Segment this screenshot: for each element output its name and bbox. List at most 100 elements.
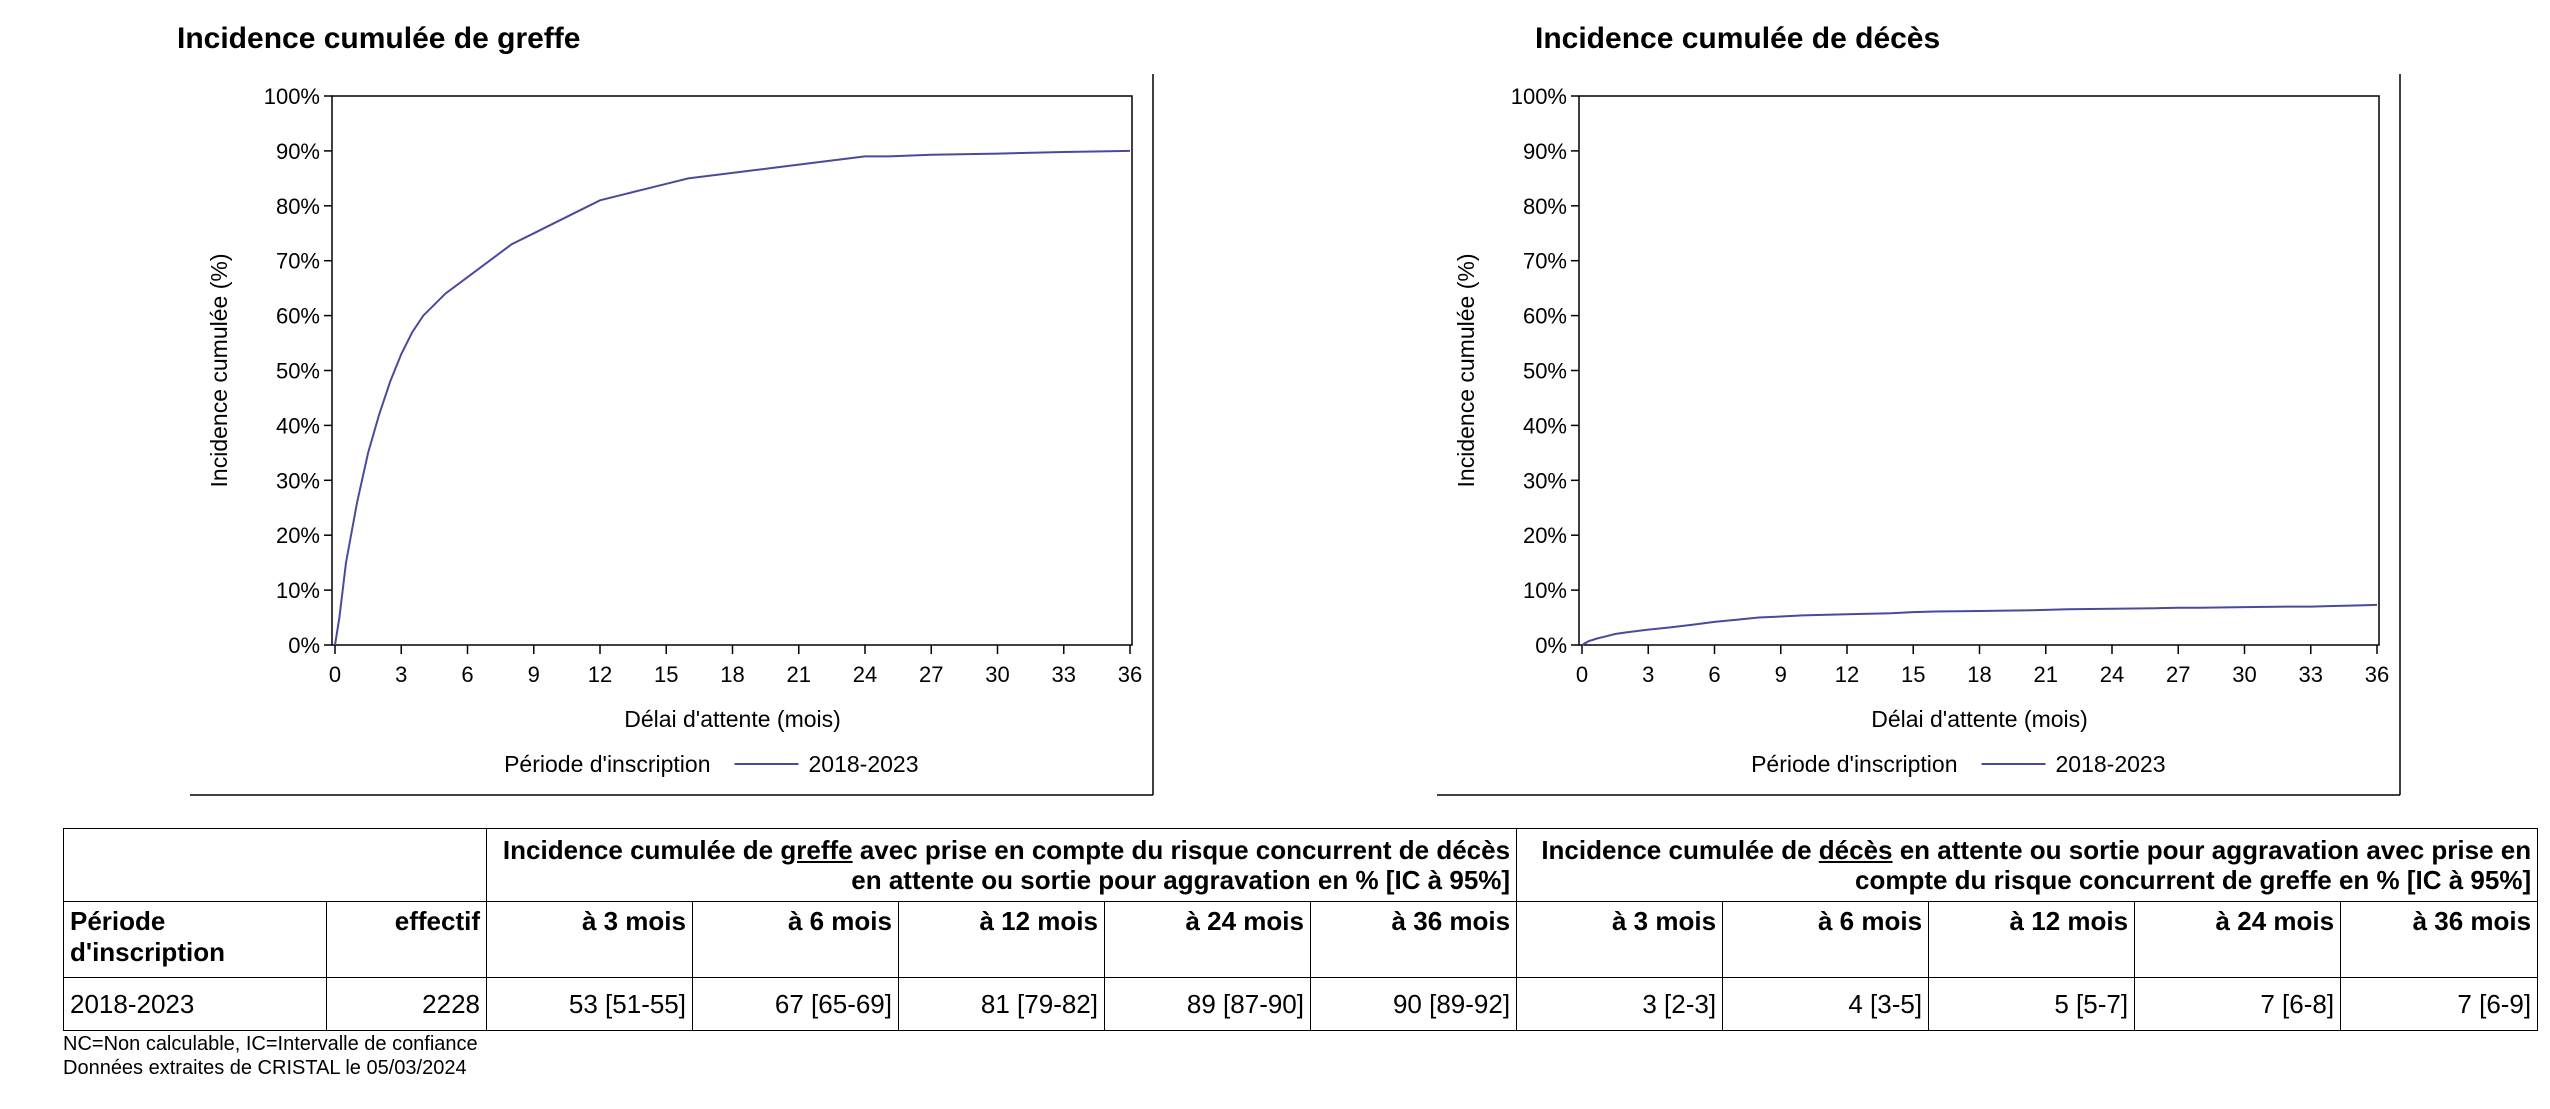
column-header-deces-36: à 36 mois: [2340, 901, 2539, 978]
x-tick-label: 15: [1901, 662, 1925, 687]
table-column-header-row: Période d'inscription effectif à 3 mois …: [63, 901, 2539, 978]
y-tick-label: 70%: [276, 249, 320, 274]
y-tick-label: 80%: [1523, 194, 1567, 219]
column-header-effectif: effectif: [326, 901, 487, 978]
cell-greffe-12: 81 [79-82]: [898, 977, 1105, 1031]
column-header-greffe-12: à 12 mois: [898, 901, 1105, 978]
y-tick-label: 10%: [1523, 578, 1567, 603]
group-header-greffe: Incidence cumulée de greffe avec prise e…: [485, 828, 1518, 902]
y-tick-label: 90%: [276, 139, 320, 164]
results-table: Incidence cumulée de greffe avec prise e…: [63, 828, 2539, 1031]
y-axis-label: Incidence cumulée (%): [1453, 254, 1479, 488]
group-greffe-line2: en attente ou sortie pour aggravation en…: [851, 865, 1511, 895]
cell-greffe-24: 89 [87-90]: [1104, 977, 1311, 1031]
cell-deces-24: 7 [6-8]: [2134, 977, 2342, 1031]
footnote-source: Données extraites de CRISTAL le 05/03/20…: [63, 1057, 467, 1079]
x-tick-label: 0: [1576, 662, 1588, 687]
table-row: 2018-2023 2228 53 [51-55] 67 [65-69] 81 …: [63, 977, 2539, 1031]
y-tick-label: 90%: [1523, 139, 1567, 164]
x-tick-label: 9: [528, 662, 540, 687]
y-tick-label: 20%: [1523, 523, 1567, 548]
chart-greffe: 0%10%20%30%40%50%60%70%80%90%100%0 3 6 9 12 1…: [190, 74, 1154, 796]
x-tick-label: 21: [787, 662, 811, 687]
x-tick-label: 3: [1642, 662, 1654, 687]
x-tick-label: 18: [1967, 662, 1991, 687]
x-tick-label: 6: [1708, 662, 1720, 687]
x-tick-label: 3: [395, 662, 407, 687]
column-header-greffe-36: à 36 mois: [1309, 901, 1518, 978]
cell-greffe-6: 67 [65-69]: [692, 977, 899, 1031]
y-tick-label: 100%: [264, 84, 320, 109]
y-tick-label: 40%: [276, 413, 320, 438]
column-header-deces-12: à 12 mois: [1928, 901, 2136, 978]
table-group-header-row: Incidence cumulée de greffe avec prise e…: [63, 828, 2539, 902]
x-tick-label: 24: [2100, 662, 2124, 687]
x-tick-label: 9: [1775, 662, 1787, 687]
legend-entry: 2018-2023: [2056, 751, 2166, 777]
y-tick-label: 0%: [1535, 633, 1567, 658]
cell-greffe-3: 53 [51-55]: [486, 977, 693, 1031]
column-header-greffe-3: à 3 mois: [486, 901, 693, 978]
footnote-abbreviations: NC=Non calculable, IC=Intervalle de conf…: [63, 1033, 478, 1055]
x-axis-label: Délai d'attente (mois): [624, 706, 841, 732]
series-line-2018-2023: [1581, 603, 2378, 646]
x-tick-label: 30: [985, 662, 1009, 687]
y-tick-label: 30%: [1523, 468, 1567, 493]
y-tick-label: 20%: [276, 523, 320, 548]
y-tick-label: 30%: [276, 468, 320, 493]
group-greffe-suffix: avec prise en compte du risque concurren…: [852, 835, 1511, 865]
legend-title: Période d'inscription: [1751, 751, 1957, 777]
cell-effectif: 2228: [326, 977, 487, 1031]
x-tick-label: 27: [2166, 662, 2190, 687]
x-axis-label: Délai d'attente (mois): [1871, 706, 2088, 732]
x-tick-label: 0: [329, 662, 341, 687]
chart-title-deces: Incidence cumulée de décès: [1535, 22, 1941, 55]
y-tick-label: 70%: [1523, 249, 1567, 274]
y-tick-label: 10%: [276, 578, 320, 603]
x-tick-label: 12: [1835, 662, 1859, 687]
column-header-deces-3: à 3 mois: [1516, 901, 1724, 978]
x-tick-label: 6: [461, 662, 473, 687]
chart-deces: 0%10%20%30%40%50%60%70%80%90%100%0 3 6 9 12 1…: [1437, 74, 2401, 796]
cell-deces-3: 3 [2-3]: [1516, 977, 1724, 1031]
group-deces-emph: décès: [1818, 835, 1893, 865]
y-axis-label: Incidence cumulée (%): [206, 254, 232, 488]
group-header-deces: Incidence cumulée de décès en attente ou…: [1516, 828, 2539, 902]
cell-deces-36: 7 [6-9]: [2340, 977, 2539, 1031]
x-tick-label: 27: [919, 662, 943, 687]
x-tick-label: 24: [853, 662, 877, 687]
y-tick-label: 60%: [276, 304, 320, 329]
group-deces-line2: compte du risque concurrent de greffe en…: [1854, 865, 2532, 895]
column-header-deces-6: à 6 mois: [1722, 901, 1930, 978]
x-tick-label: 33: [1052, 662, 1076, 687]
cell-deces-6: 4 [3-5]: [1722, 977, 1930, 1031]
column-header-greffe-24: à 24 mois: [1104, 901, 1311, 978]
y-tick-label: 50%: [276, 359, 320, 384]
x-tick-label: 18: [720, 662, 744, 687]
x-tick-label: 36: [2365, 662, 2389, 687]
empty-header-cell: [63, 828, 487, 902]
column-header-periode: Période d'inscription: [63, 901, 327, 978]
cell-deces-12: 5 [5-7]: [1928, 977, 2136, 1031]
y-tick-label: 60%: [1523, 304, 1567, 329]
x-tick-label: 21: [2034, 662, 2058, 687]
y-tick-label: 0%: [288, 633, 320, 658]
column-header-greffe-6: à 6 mois: [692, 901, 899, 978]
legend-title: Période d'inscription: [504, 751, 710, 777]
x-tick-label: 12: [588, 662, 612, 687]
cell-greffe-36: 90 [89-92]: [1309, 977, 1518, 1031]
column-header-deces-24: à 24 mois: [2134, 901, 2342, 978]
legend-entry: 2018-2023: [809, 751, 919, 777]
x-tick-label: 30: [2232, 662, 2256, 687]
y-tick-label: 100%: [1511, 84, 1567, 109]
plot-area: [1578, 95, 2380, 646]
group-greffe-emph: greffe: [780, 835, 853, 865]
group-deces-prefix: Incidence cumulée de: [1541, 835, 1819, 865]
x-tick-label: 15: [654, 662, 678, 687]
x-tick-label: 36: [1118, 662, 1142, 687]
y-tick-label: 50%: [1523, 359, 1567, 384]
cell-periode: 2018-2023: [63, 977, 327, 1031]
y-tick-label: 80%: [276, 194, 320, 219]
y-tick-label: 40%: [1523, 413, 1567, 438]
group-greffe-prefix: Incidence cumulée de: [502, 835, 781, 865]
